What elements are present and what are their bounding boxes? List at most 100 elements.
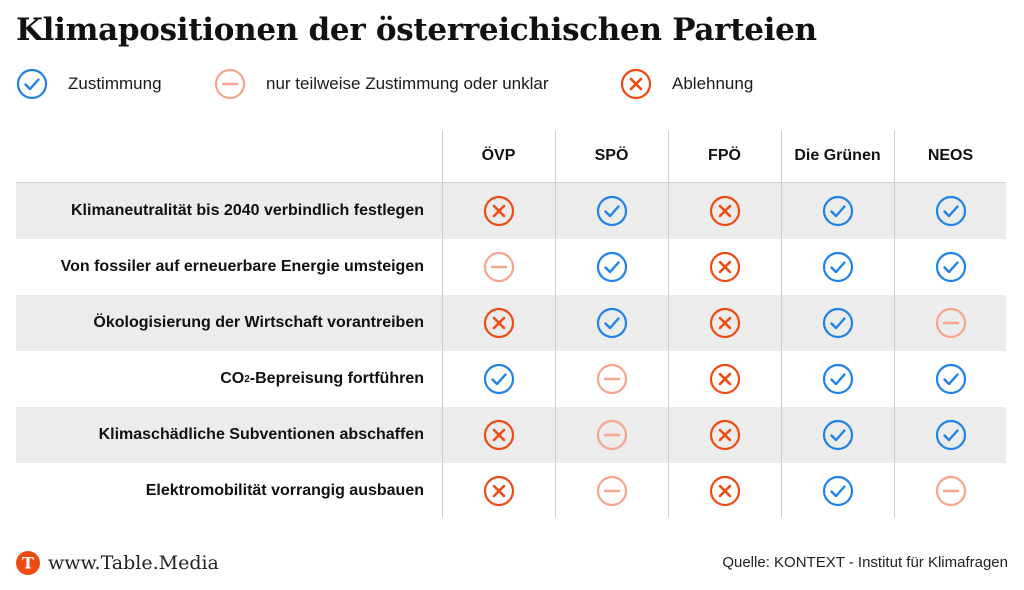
position-cell <box>555 183 668 239</box>
position-cell <box>442 463 555 519</box>
position-cell <box>668 295 781 351</box>
minus-icon <box>935 307 966 339</box>
position-cell <box>555 295 668 351</box>
row-label: Von fossiler auf erneuerbare Energie ums… <box>60 258 424 275</box>
position-cell <box>668 351 781 407</box>
table-header: ÖVP SPÖ FPÖ Die Grünen NEOS <box>16 130 1006 183</box>
position-cell <box>894 183 1007 239</box>
table-row: Elektromobilität vorrangig ausbauen <box>16 463 1006 519</box>
position-cell <box>442 239 555 295</box>
row-label: Klimaschädliche Subventionen abschaffen <box>98 426 424 443</box>
position-cell <box>668 407 781 463</box>
position-cell <box>442 351 555 407</box>
check-icon <box>483 363 514 395</box>
check-icon <box>935 195 966 227</box>
site-name: www.Table.Media <box>48 552 219 574</box>
logo-letter: T <box>22 554 34 573</box>
cross-icon <box>709 195 740 227</box>
table-row: Klimaneutralität bis 2040 verbindlich fe… <box>16 183 1006 239</box>
legend-item-no: Ablehnung <box>620 66 753 102</box>
check-icon <box>822 195 853 227</box>
position-cell <box>555 351 668 407</box>
check-icon <box>596 307 627 339</box>
column-divider <box>555 130 556 518</box>
row-label: Klimaneutralität bis 2040 verbindlich fe… <box>71 202 424 219</box>
logo-t-icon: T <box>16 551 40 575</box>
source-note: Quelle: KONTEXT - Institut für Klimafrag… <box>722 554 1008 571</box>
position-cell <box>781 239 894 295</box>
column-divider <box>668 130 669 518</box>
position-cell <box>555 239 668 295</box>
row-label: CO 2 -Bepreisung fortführen <box>220 370 424 387</box>
column-header: NEOS <box>927 147 974 164</box>
legend-label-yes: Zustimmung <box>68 74 162 93</box>
minus-icon <box>596 475 627 507</box>
position-cell <box>894 239 1007 295</box>
cross-icon <box>709 251 740 283</box>
check-icon <box>822 363 853 395</box>
position-cell <box>781 183 894 239</box>
cross-icon <box>483 475 514 507</box>
position-cell <box>555 463 668 519</box>
column-header: Die Grünen <box>794 147 881 164</box>
cross-icon <box>483 307 514 339</box>
position-cell <box>555 407 668 463</box>
cross-icon <box>620 68 652 100</box>
check-icon <box>596 195 627 227</box>
minus-icon <box>214 68 246 100</box>
table-row: Von fossiler auf erneuerbare Energie ums… <box>16 239 1006 295</box>
check-icon <box>822 251 853 283</box>
table-row: Ökologisierung der Wirtschaft vorantreib… <box>16 295 1006 351</box>
column-header: ÖVP <box>481 147 516 164</box>
minus-icon <box>596 363 627 395</box>
position-cell <box>781 351 894 407</box>
check-icon <box>16 68 48 100</box>
legend-label-no: Ablehnung <box>672 74 754 93</box>
cross-icon <box>709 475 740 507</box>
position-cell <box>894 463 1007 519</box>
position-cell <box>442 407 555 463</box>
column-header: FPÖ <box>708 147 741 164</box>
position-cell <box>668 183 781 239</box>
position-cell <box>781 407 894 463</box>
legend-item-partial: nur teilweise Zustimmung oder unklar <box>214 66 549 102</box>
position-cell <box>781 295 894 351</box>
position-cell <box>668 463 781 519</box>
position-cell <box>781 463 894 519</box>
position-cell <box>442 295 555 351</box>
cross-icon <box>483 419 514 451</box>
column-divider <box>781 130 782 518</box>
positions-table: ÖVP SPÖ FPÖ Die Grünen NEOS Klimaneutralität… <box>16 130 1006 519</box>
table-media-logo: T www.Table.Media <box>16 551 219 575</box>
position-cell <box>894 351 1007 407</box>
legend-label-partial: nur teilweise Zustimmung oder unklar <box>266 74 549 93</box>
check-icon <box>822 475 853 507</box>
column-divider <box>894 130 895 518</box>
cross-icon <box>709 419 740 451</box>
table-row: CO 2 -Bepreisung fortführen <box>16 351 1006 407</box>
cross-icon <box>709 363 740 395</box>
minus-icon <box>483 251 514 283</box>
check-icon <box>935 251 966 283</box>
check-icon <box>935 363 966 395</box>
table-body: Klimaneutralität bis 2040 verbindlich fe… <box>16 183 1006 519</box>
legend: Zustimmung nur teilweise Zustimmung oder… <box>0 66 1024 102</box>
position-cell <box>894 295 1007 351</box>
check-icon <box>822 307 853 339</box>
cross-icon <box>483 195 514 227</box>
row-label: Elektromobilität vorrangig ausbauen <box>145 482 424 499</box>
check-icon <box>935 419 966 451</box>
position-cell <box>894 407 1007 463</box>
table-row: Klimaschädliche Subventionen abschaffen <box>16 407 1006 463</box>
minus-icon <box>935 475 966 507</box>
cross-icon <box>709 307 740 339</box>
row-label: Ökologisierung der Wirtschaft vorantreib… <box>93 314 424 331</box>
minus-icon <box>596 419 627 451</box>
check-icon <box>596 251 627 283</box>
position-cell <box>442 183 555 239</box>
legend-item-yes: Zustimmung <box>16 66 162 102</box>
chart-title: Klimapositionen der österreichischen Par… <box>16 12 817 48</box>
position-cell <box>668 239 781 295</box>
column-divider <box>442 130 443 518</box>
check-icon <box>822 419 853 451</box>
